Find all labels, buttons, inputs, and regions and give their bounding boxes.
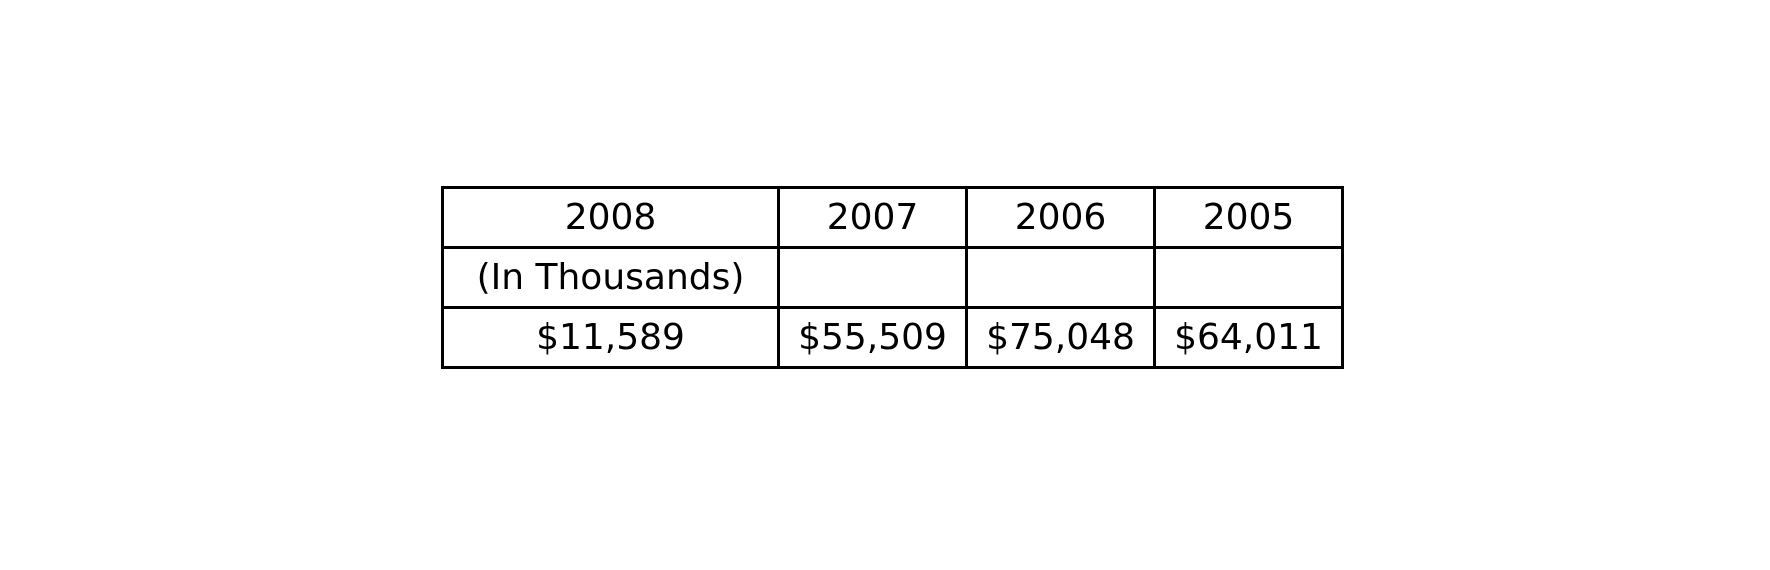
financial-table: 2008 2007 2006 2005 (In Thousands) $11,5… bbox=[441, 186, 1344, 369]
header-cell-2008: 2008 bbox=[441, 186, 780, 249]
table-value-row: $11,589 $55,509 $75,048 $64,011 bbox=[441, 306, 1344, 369]
value-cell-2008: $11,589 bbox=[441, 306, 780, 369]
value-cell-2006: $75,048 bbox=[965, 306, 1156, 369]
table-header-row: 2008 2007 2006 2005 bbox=[441, 186, 1344, 249]
empty-cell bbox=[777, 246, 968, 309]
unit-cell: (In Thousands) bbox=[441, 246, 780, 309]
empty-cell bbox=[965, 246, 1156, 309]
header-cell-2005: 2005 bbox=[1153, 186, 1344, 249]
header-cell-2007: 2007 bbox=[777, 186, 968, 249]
value-cell-2005: $64,011 bbox=[1153, 306, 1344, 369]
value-cell-2007: $55,509 bbox=[777, 306, 968, 369]
empty-cell bbox=[1153, 246, 1344, 309]
header-cell-2006: 2006 bbox=[965, 186, 1156, 249]
table-unit-row: (In Thousands) bbox=[441, 246, 1344, 309]
